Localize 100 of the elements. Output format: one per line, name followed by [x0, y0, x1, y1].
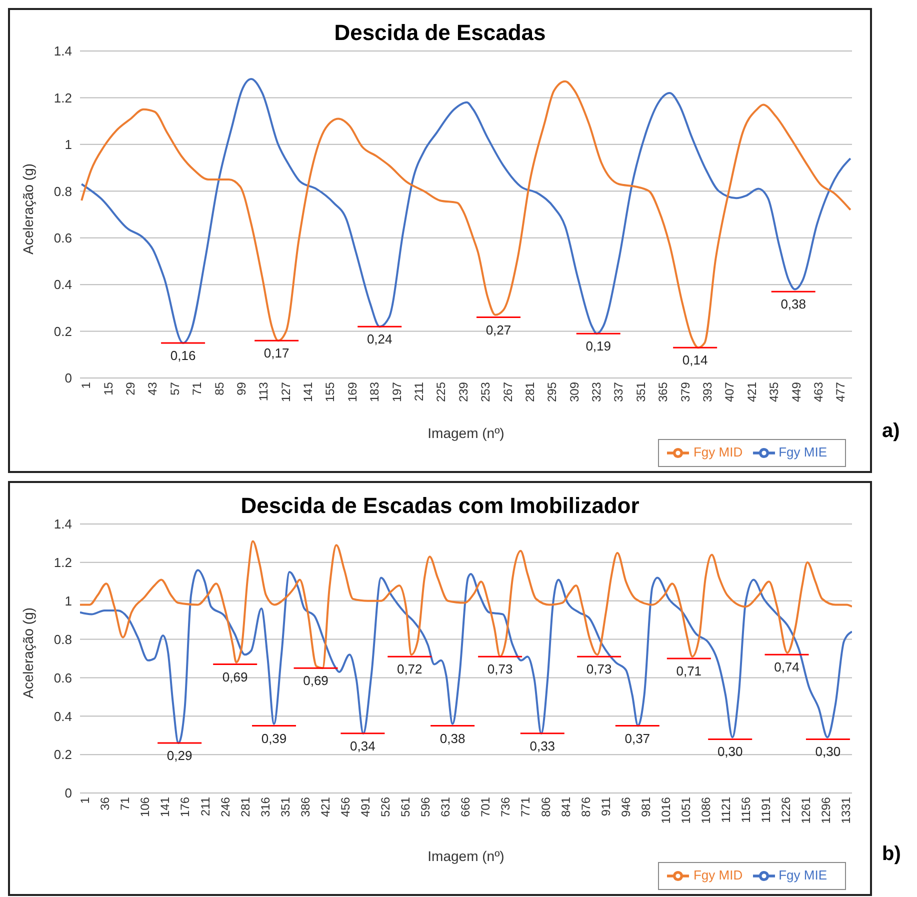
x-tick-label: 1191	[759, 796, 774, 823]
annotation: 0,24	[366, 332, 392, 347]
x-tick-label: 141	[158, 796, 172, 818]
x-tick-label: 1226	[779, 796, 794, 824]
x-tick-label: 281	[522, 382, 537, 402]
annotation: 0,27	[486, 322, 512, 338]
x-tick-label: 1121	[719, 796, 734, 823]
annotation: 0,74	[774, 660, 800, 675]
x-tick-label: 183	[368, 382, 382, 402]
x-tick-label: 197	[390, 382, 404, 402]
annotation: 0,38	[780, 296, 806, 312]
x-tick-label: 323	[590, 382, 604, 402]
x-tick-label: 337	[612, 382, 626, 402]
x-tick-label: 155	[323, 382, 338, 402]
y-tick-label: 0.8	[54, 632, 72, 647]
annotation: 0,73	[586, 662, 612, 677]
x-tick-label: 421	[318, 796, 332, 818]
x-tick-label: 106	[138, 796, 152, 818]
x-tick-label: 596	[418, 796, 433, 818]
annotation: 0,69	[303, 673, 328, 688]
x-axis-title: Imagem (nº)	[428, 848, 504, 864]
y-tick-label: 0.6	[54, 230, 72, 246]
x-tick-label: 43	[146, 382, 160, 396]
x-tick-label: 1	[78, 796, 92, 804]
x-tick-label: 1	[79, 382, 94, 389]
x-tick-label: 666	[458, 796, 473, 818]
annotation: 0,29	[166, 748, 192, 764]
x-tick-label: 736	[498, 796, 513, 818]
x-tick-label: 771	[518, 796, 533, 818]
annotation: 0,30	[815, 744, 841, 760]
y-tick-label: 1	[64, 593, 72, 608]
x-tick-label: 477	[834, 382, 848, 402]
y-tick-label: 0.6	[54, 670, 72, 686]
y-tick-label: 1	[64, 137, 72, 152]
text: b)	[882, 843, 901, 866]
x-tick-label: 1296	[819, 796, 834, 824]
y-tick-label: 0.8	[54, 184, 72, 199]
x-tick-label: 981	[638, 796, 653, 818]
x-tick-label: 295	[545, 382, 560, 402]
x-tick-label: 57	[168, 382, 182, 396]
x-tick-label: 281	[238, 796, 252, 818]
annotation: 0,69	[222, 669, 248, 684]
y-axis-title: Aceleração (g)	[20, 163, 36, 254]
x-tick-label: 1156	[739, 796, 754, 823]
x-tick-label: 253	[478, 382, 493, 402]
y-tick-label: 1.2	[54, 555, 72, 570]
x-tick-label: 351	[278, 796, 292, 818]
y-tick-label: 1.4	[54, 516, 72, 532]
y-tick-label: 0	[64, 370, 72, 386]
x-tick-label: 1051	[678, 796, 693, 824]
y-tick-label: 1.2	[54, 90, 72, 106]
x-tick-label: 316	[258, 796, 272, 818]
x-tick-label: 841	[558, 796, 573, 818]
x-axis-title: Imagem (nº)	[428, 425, 504, 441]
x-tick-label: 113	[256, 382, 271, 402]
x-tick-label: 211	[412, 382, 426, 402]
x-tick-label: 379	[678, 382, 692, 402]
x-tick-label: 85	[212, 382, 226, 396]
x-tick-label: 225	[434, 382, 448, 402]
legend-label: Fgy MIE	[778, 444, 827, 460]
x-tick-label: 351	[634, 382, 648, 402]
annotation: 0,33	[530, 738, 556, 754]
annotation: 0,19	[586, 338, 612, 354]
x-tick-label: 631	[438, 796, 453, 818]
x-tick-label: 449	[789, 382, 804, 402]
annotation: 0,71	[676, 664, 702, 678]
x-tick-label: 393	[700, 382, 715, 402]
x-tick-label: 491	[358, 796, 373, 818]
x-tick-label: 141	[301, 382, 316, 402]
annotation: 0,34	[350, 738, 376, 754]
annotation: 0,38	[440, 730, 466, 746]
x-tick-label: 561	[398, 796, 413, 818]
y-tick-label: 1.4	[54, 44, 72, 59]
annotation: 0,72	[396, 662, 422, 677]
annotation: 0,30	[717, 744, 743, 760]
x-tick-label: 267	[500, 382, 515, 402]
annotation: 0,73	[487, 662, 513, 677]
x-tick-label: 365	[656, 382, 670, 402]
y-tick-label: 0	[64, 786, 72, 801]
legend-label: Fgy MIE	[778, 867, 827, 882]
x-tick-label: 876	[578, 796, 593, 818]
x-tick-label: 36	[98, 796, 112, 810]
y-tick-label: 0.2	[54, 747, 72, 762]
y-tick-label: 0.2	[54, 324, 72, 339]
x-tick-label: 386	[298, 796, 312, 818]
x-tick-label: 71	[118, 796, 132, 810]
x-tick-label: 463	[811, 382, 826, 402]
x-tick-label: 911	[598, 796, 613, 816]
annotation: 0,14	[682, 352, 708, 368]
x-tick-label: 701	[478, 796, 493, 818]
x-tick-label: 169	[345, 382, 360, 402]
chart-title: Descida de Escadas com Imobilizador	[240, 493, 640, 518]
text: a)	[882, 420, 900, 443]
x-tick-label: 1086	[699, 796, 714, 824]
annotation: 0,37	[624, 730, 650, 746]
x-tick-label: 421	[744, 382, 759, 402]
x-tick-label: 456	[338, 796, 352, 818]
annotation: 0,16	[170, 348, 196, 363]
x-tick-label: 211	[198, 796, 212, 816]
x-tick-label: 946	[618, 796, 633, 818]
